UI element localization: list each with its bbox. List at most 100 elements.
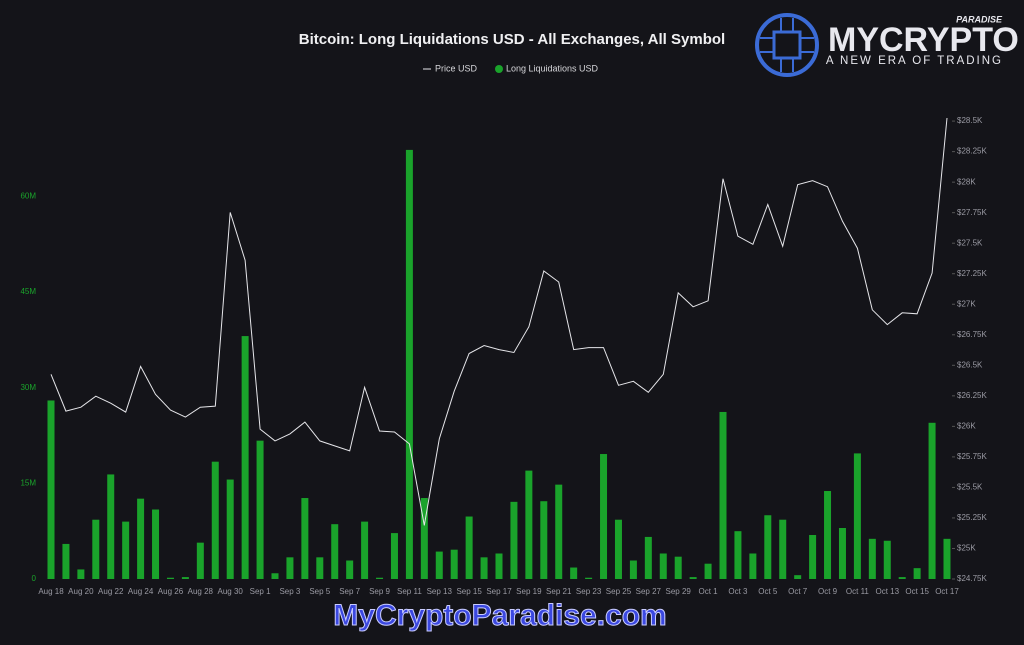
x-tick-label: Sep 5 <box>309 587 330 596</box>
bar <box>779 519 787 579</box>
bar <box>450 549 458 579</box>
y2-tick-label: $28K <box>957 177 976 186</box>
legend-dot-icon <box>495 65 503 73</box>
x-tick-label: Aug 30 <box>218 587 244 596</box>
bar <box>181 577 189 579</box>
price-line <box>50 117 948 526</box>
y2-tick-label: $28.25K <box>957 147 987 156</box>
bar <box>719 411 727 579</box>
logo-globe <box>755 13 819 77</box>
y2-tick-label: $26K <box>957 421 976 430</box>
bar <box>77 569 85 579</box>
x-tick-label: Aug 18 <box>38 587 64 596</box>
x-tick-label: Sep 1 <box>250 587 271 596</box>
bar <box>331 524 339 579</box>
x-tick-label: Aug 20 <box>68 587 94 596</box>
bar <box>555 484 563 579</box>
bar <box>644 536 652 579</box>
bar <box>913 568 921 579</box>
bar <box>749 553 757 579</box>
bar <box>838 527 846 579</box>
bar <box>629 560 637 579</box>
bar <box>674 556 682 579</box>
y-tick-label: 60M <box>20 192 36 201</box>
bar <box>256 440 264 579</box>
logo-tagline: A NEW ERA OF TRADING <box>826 55 1003 67</box>
bar <box>405 149 413 579</box>
bar <box>495 553 503 579</box>
bar <box>734 531 742 579</box>
y2-tick-label: $26.25K <box>957 391 987 400</box>
bar <box>271 573 279 579</box>
y2-tick-label: $28.5K <box>957 116 983 125</box>
bar <box>824 491 832 579</box>
x-tick-label: Sep 25 <box>606 587 632 596</box>
y-tick-label: 0 <box>32 574 37 583</box>
x-tick-label: Sep 13 <box>427 587 453 596</box>
x-tick-label: Oct 17 <box>935 587 959 596</box>
logo-text: MYCRYPTO <box>828 21 1019 59</box>
x-tick-label: Sep 23 <box>576 587 602 596</box>
x-tick-label: Sep 21 <box>546 587 572 596</box>
bar <box>196 542 204 579</box>
bar <box>898 577 906 579</box>
bar <box>286 557 294 579</box>
logo-sup: PARADISE <box>956 14 1003 24</box>
x-tick-label: Oct 9 <box>818 587 838 596</box>
y2-tick-label: $26.75K <box>957 330 987 339</box>
bar <box>704 563 712 579</box>
x-tick-label: Oct 3 <box>728 587 748 596</box>
bar <box>883 540 891 579</box>
bar <box>62 543 70 579</box>
legend-label: Price USD <box>435 63 478 73</box>
bar <box>346 560 354 579</box>
bar <box>211 461 219 579</box>
bar <box>510 501 518 579</box>
bar <box>764 515 772 579</box>
x-tick-label: Oct 13 <box>875 587 899 596</box>
y2-tick-label: $25.5K <box>957 483 983 492</box>
y2-tick-label: $27.25K <box>957 269 987 278</box>
bar <box>480 557 488 579</box>
bar <box>420 498 428 579</box>
x-tick-label: Oct 5 <box>758 587 778 596</box>
bar <box>226 479 234 579</box>
bar <box>376 577 384 579</box>
bar <box>540 501 548 579</box>
bar <box>301 498 309 579</box>
bar <box>585 577 593 579</box>
x-tick-label: Oct 7 <box>788 587 808 596</box>
logo-circuit <box>760 18 814 72</box>
bar <box>465 516 473 579</box>
x-tick-label: Sep 27 <box>636 587 662 596</box>
bar <box>122 521 130 579</box>
bar <box>853 453 861 579</box>
bar <box>92 519 100 579</box>
legend-label: Long Liquidations USD <box>506 63 599 73</box>
x-tick-label: Aug 28 <box>188 587 214 596</box>
bar <box>600 454 608 579</box>
x-tick-label: Sep 7 <box>339 587 360 596</box>
bar <box>659 553 667 579</box>
y-tick-label: 15M <box>20 478 36 487</box>
y2-tick-label: $27.75K <box>957 208 987 217</box>
bar <box>614 519 622 579</box>
x-tick-label: Oct 1 <box>699 587 719 596</box>
x-tick-label: Aug 26 <box>158 587 184 596</box>
x-tick-label: Sep 15 <box>456 587 482 596</box>
bar <box>928 422 936 579</box>
x-tick-label: Oct 11 <box>846 587 870 596</box>
legend: Price USD Long Liquidations USD <box>423 63 599 73</box>
bar <box>435 551 443 579</box>
x-tick-label: Sep 29 <box>666 587 692 596</box>
bar <box>152 509 160 579</box>
x-tick-label: Sep 11 <box>397 587 422 596</box>
x-tick-label: Sep 17 <box>486 587 512 596</box>
y2-tick-label: $27K <box>957 299 976 308</box>
y2-tick-label: $26.5K <box>957 360 983 369</box>
x-tick-label: Sep 19 <box>516 587 542 596</box>
bar <box>316 557 324 579</box>
x-tick-label: Oct 15 <box>905 587 929 596</box>
watermark: MyCryptoParadise.com <box>333 599 666 632</box>
